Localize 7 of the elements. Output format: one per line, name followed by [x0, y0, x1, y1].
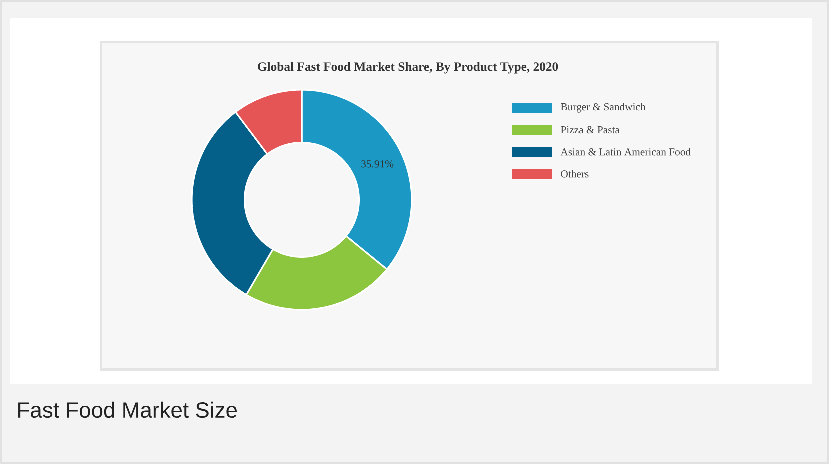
- legend-label: Pizza & Pasta: [561, 126, 620, 134]
- legend-label: Others: [561, 170, 589, 178]
- text: Fast Food Market Size: [18, 402, 238, 418]
- legend-label: Asian & Latin American Food: [560, 148, 691, 156]
- data-label: 35.91%: [362, 160, 394, 168]
- legend-label: Burger & Sandwich: [561, 103, 646, 113]
- chart-title: Global Fast Food Market Share, By Product Type, 2020: [258, 62, 558, 74]
